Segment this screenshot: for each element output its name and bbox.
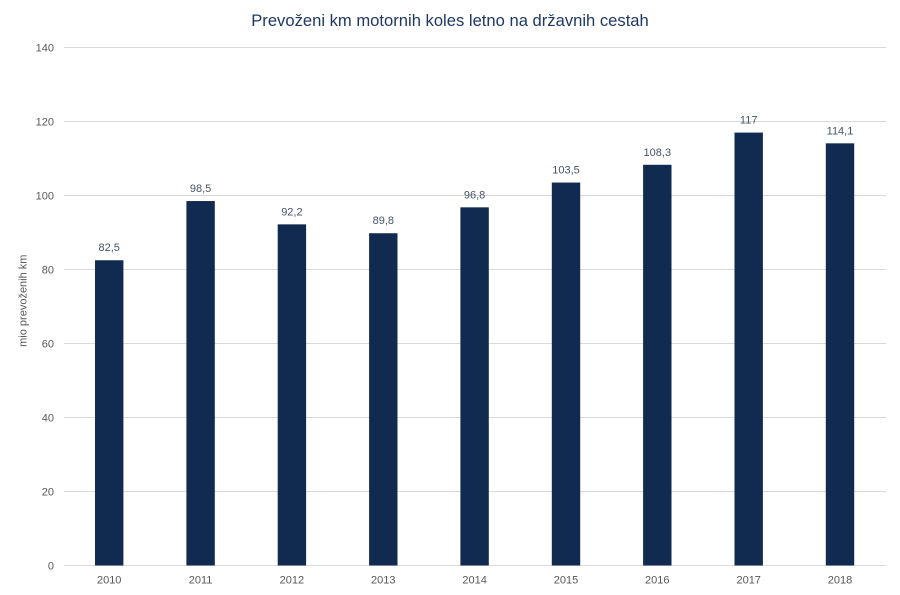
svg-text:114,1: 114,1 — [827, 125, 854, 137]
svg-text:98,5: 98,5 — [190, 183, 211, 195]
svg-text:2010: 2010 — [97, 575, 121, 587]
svg-text:40: 40 — [42, 412, 54, 424]
svg-text:80: 80 — [42, 264, 54, 276]
svg-text:2014: 2014 — [462, 575, 486, 587]
svg-text:2017: 2017 — [736, 575, 760, 587]
svg-text:0: 0 — [48, 560, 54, 572]
svg-text:92,2: 92,2 — [281, 206, 302, 218]
svg-text:96,8: 96,8 — [464, 189, 485, 201]
svg-text:2011: 2011 — [189, 575, 213, 587]
svg-text:60: 60 — [42, 338, 54, 350]
svg-text:117: 117 — [740, 115, 758, 127]
svg-text:mio prevoženih km: mio prevoženih km — [18, 255, 30, 347]
svg-text:2015: 2015 — [554, 575, 578, 587]
svg-text:Prevoženi km motornih koles le: Prevoženi km motornih koles letno na drž… — [251, 11, 649, 30]
svg-text:100: 100 — [36, 190, 54, 202]
svg-text:2018: 2018 — [828, 575, 852, 587]
svg-text:140: 140 — [36, 42, 54, 54]
svg-text:2016: 2016 — [645, 575, 669, 587]
svg-text:82,5: 82,5 — [98, 242, 119, 254]
svg-text:20: 20 — [42, 486, 54, 498]
svg-text:103,5: 103,5 — [552, 165, 580, 177]
svg-text:2013: 2013 — [371, 575, 395, 587]
svg-text:89,8: 89,8 — [373, 215, 394, 227]
svg-text:108,3: 108,3 — [644, 147, 672, 159]
svg-text:120: 120 — [36, 116, 54, 128]
svg-text:2012: 2012 — [280, 575, 304, 587]
